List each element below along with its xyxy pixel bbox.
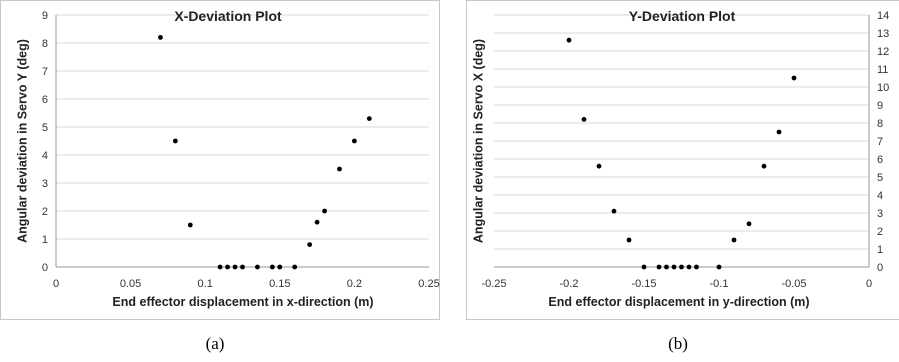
y-tick-label: 0 bbox=[877, 262, 883, 274]
y-tick-label: 6 bbox=[42, 94, 48, 106]
y-tick-label: 12 bbox=[877, 46, 889, 58]
x-tick-label: 0.25 bbox=[418, 278, 439, 290]
y-tick-label: 13 bbox=[877, 28, 889, 40]
data-point bbox=[686, 264, 692, 270]
data-point bbox=[626, 237, 632, 243]
data-point bbox=[731, 237, 737, 243]
y-tick-label: 5 bbox=[42, 122, 48, 134]
x-tick-label: 0.2 bbox=[347, 278, 362, 290]
data-point bbox=[172, 138, 178, 144]
x-tick-label: -0.05 bbox=[781, 278, 806, 290]
x-tick-label: 0 bbox=[53, 278, 59, 290]
x-tick-label: 0 bbox=[866, 278, 872, 290]
data-point bbox=[217, 264, 223, 270]
x-tick-label: -0.25 bbox=[481, 278, 506, 290]
y-tick-label: 2 bbox=[42, 206, 48, 218]
data-point bbox=[791, 75, 797, 81]
data-point bbox=[255, 264, 260, 270]
x-tick-label: -0.2 bbox=[560, 278, 579, 290]
y-axis-title: Angular deviation in Servo X (deg) bbox=[471, 39, 485, 243]
data-point bbox=[187, 222, 193, 228]
data-point bbox=[664, 264, 669, 270]
y-tick-label: 6 bbox=[877, 154, 883, 166]
x-tick-label: -0.15 bbox=[631, 278, 656, 290]
x-deviation-chart: 0 1 2 3 4 5 6 7 8 9 0 0.05 0.1 0.15 0.2 0.25 X-Deviation… bbox=[15, 8, 439, 309]
data-point bbox=[307, 242, 313, 248]
data-point bbox=[240, 264, 245, 270]
y-tick-label: 3 bbox=[42, 178, 48, 190]
data-point bbox=[225, 264, 230, 270]
y-tick-label: 7 bbox=[877, 136, 883, 148]
data-point bbox=[716, 264, 722, 270]
y-tick-label: 1 bbox=[42, 234, 48, 246]
x-axis-title: End effector displacement in y-direction… bbox=[548, 295, 809, 309]
data-point bbox=[656, 264, 662, 270]
y-tick-label: 10 bbox=[877, 82, 889, 94]
data-point bbox=[581, 117, 587, 122]
y-tick-label: 9 bbox=[877, 100, 883, 112]
x-deviation-chart-panel: 0 1 2 3 4 5 6 7 8 9 0 0.05 0.1 0.15 0.2 0.25 X-Deviation… bbox=[0, 0, 440, 320]
data-point bbox=[158, 35, 163, 40]
y-tick-label: 8 bbox=[42, 38, 48, 50]
data-point bbox=[277, 264, 283, 270]
y-tick-label: 1 bbox=[877, 244, 883, 256]
data-point bbox=[269, 264, 275, 270]
data-point bbox=[566, 37, 572, 43]
y-tick-label: 5 bbox=[877, 172, 883, 184]
data-point bbox=[314, 219, 320, 225]
y-tick-label: 11 bbox=[877, 64, 888, 76]
data-point bbox=[679, 264, 684, 270]
x-tick-label: 0.05 bbox=[120, 278, 141, 290]
data-point bbox=[322, 208, 327, 214]
data-point bbox=[366, 116, 372, 121]
y-tick-label: 9 bbox=[42, 10, 48, 22]
data-point bbox=[596, 163, 602, 169]
x-axis-title: End effector displacement in x-direction… bbox=[112, 295, 373, 309]
chart-title: X-Deviation Plot bbox=[174, 8, 282, 24]
data-point bbox=[671, 264, 677, 270]
x-tick-label: -0.1 bbox=[710, 278, 729, 290]
y-tick-label: 0 bbox=[42, 262, 48, 274]
data-point bbox=[694, 264, 699, 270]
y-tick-label: 14 bbox=[877, 10, 889, 22]
data-point bbox=[641, 264, 647, 270]
y-tick-label: 4 bbox=[877, 190, 883, 202]
y-tick-label: 2 bbox=[877, 226, 883, 238]
y-axis-title: Angular deviation in Servo Y (deg) bbox=[15, 39, 29, 243]
x-tick-label: 0.15 bbox=[269, 278, 290, 290]
data-point bbox=[352, 138, 357, 144]
data-point bbox=[746, 221, 752, 227]
y-deviation-chart-panel: 0 1 2 3 4 5 6 7 8 9 10 11 12 13 14 -0.25 -0.2 -0.15 -0.1 -0… bbox=[466, 0, 899, 320]
figure-caption-b: (b) bbox=[668, 334, 688, 353]
y-tick-label: 3 bbox=[877, 208, 883, 220]
data-point bbox=[337, 166, 342, 172]
y-tick-label: 7 bbox=[42, 66, 48, 78]
y-tick-label: 8 bbox=[877, 118, 883, 130]
data-point bbox=[232, 264, 238, 270]
y-tick-label: 4 bbox=[42, 150, 48, 162]
data-point bbox=[776, 129, 782, 135]
figure-caption-a: (a) bbox=[205, 334, 225, 353]
x-tick-label: 0.1 bbox=[198, 278, 213, 290]
data-point bbox=[292, 264, 298, 270]
data-point bbox=[761, 163, 767, 169]
data-point bbox=[611, 208, 617, 214]
chart-title: Y-Deviation Plot bbox=[629, 8, 736, 24]
